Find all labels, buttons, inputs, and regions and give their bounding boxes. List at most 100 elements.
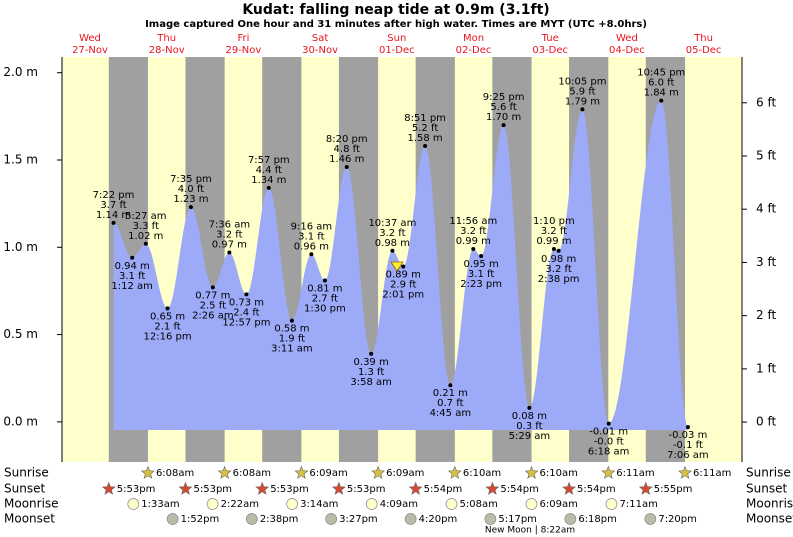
sun-icon [638, 481, 653, 495]
row-label: Moonset [746, 512, 793, 526]
tide-label: 7:22 pm [93, 190, 135, 201]
tide-point [401, 264, 406, 269]
y2-tick-label: 1 ft [756, 361, 776, 375]
tide-label: 2.9 ft [390, 279, 416, 290]
tide-point [266, 185, 271, 190]
moonset-time: 4:20pm [419, 514, 458, 525]
tide-label: 0.98 m [375, 238, 410, 249]
day-name: Sat [312, 33, 328, 44]
day-name: Thu [156, 33, 176, 44]
tide-label: 12:16 pm [144, 331, 192, 342]
tide-point [322, 278, 327, 283]
tide-point [556, 248, 561, 253]
tide-label: 0.21 m [433, 388, 468, 399]
plot-foreground: Wed27-NovThu28-NovFri29-NovSat30-NovSun0… [3, 33, 793, 526]
tide-point [289, 318, 294, 323]
tide-label: 3.2 ft [460, 226, 486, 237]
y2-tick-label: 5 ft [756, 148, 776, 162]
tide-label: 4.4 ft [256, 165, 282, 176]
tide-label: 0.89 m [386, 269, 421, 280]
sun-icon [101, 481, 116, 495]
tide-label: 5.9 ft [569, 86, 595, 97]
tide-label: 0.99 m [536, 236, 571, 247]
sun-icon [140, 465, 155, 479]
tide-label: 3:58 am [350, 377, 392, 388]
sun-icon [294, 465, 309, 479]
chart-subtitle: Image captured One hour and 31 minutes a… [145, 19, 647, 30]
tide-label: 4:45 am [430, 408, 472, 419]
tide-point [390, 248, 395, 253]
tide-label: 1.34 m [251, 175, 286, 186]
sunrise-time: 6:10am [540, 468, 578, 479]
sunset-time: 5:55pm [654, 484, 693, 495]
moon-icon [325, 513, 337, 525]
tide-point [501, 123, 506, 128]
tide-label: 3.3 ft [133, 221, 159, 232]
moon-icon [445, 498, 458, 510]
y-tick-label: 0.5 m [3, 327, 38, 341]
y-tick-label: 1.0 m [3, 240, 38, 254]
moon-icon [564, 513, 577, 525]
moon-icon [484, 513, 497, 525]
sun-icon [601, 465, 616, 479]
tide-point [659, 98, 664, 103]
tide-label: 5.6 ft [490, 102, 516, 113]
day-date: 30-Nov [302, 45, 338, 56]
tide-label: 1.79 m [565, 96, 600, 107]
tide-label: 1.46 m [329, 154, 364, 165]
tide-point [309, 252, 314, 257]
sun-icon [524, 465, 539, 479]
day-date: 04-Dec [609, 45, 645, 56]
tide-label: 1.9 ft [279, 334, 305, 345]
tide-point [188, 205, 193, 210]
tide-label: 3.2 ft [216, 230, 242, 241]
sunset-time: 5:54pm [500, 484, 539, 495]
moon-icon [206, 498, 219, 510]
tide-label: 10:37 am [368, 218, 416, 229]
y-tick-label: 2.0 m [3, 65, 38, 79]
tide-label: 0.65 m [150, 311, 185, 322]
tide-label: 3.1 ft [298, 231, 324, 242]
tide-label: 10:05 pm [558, 76, 606, 87]
tide-label: 0.3 ft [516, 421, 542, 432]
tide-point [448, 383, 453, 388]
sunrise-time: 6:11am [693, 468, 731, 479]
sun-icon [447, 465, 462, 479]
tide-label: 5.2 ft [412, 123, 438, 134]
tide-point [210, 285, 215, 290]
tide-label: 1:30 pm [304, 303, 346, 314]
tide-label: 1.58 m [407, 133, 442, 144]
tide-point [606, 421, 611, 426]
tide-point [471, 247, 476, 252]
tide-point [479, 254, 484, 259]
tide-point [685, 425, 690, 430]
tide-point [111, 220, 116, 225]
tide-label: 1:10 pm [533, 216, 575, 227]
tide-point [244, 292, 249, 297]
tide-label: 6:18 am [588, 447, 630, 458]
tide-point [423, 144, 428, 149]
tide-label: 10:45 pm [637, 68, 685, 79]
tide-label: 7:57 pm [248, 155, 290, 166]
row-label: Sunset [4, 482, 45, 496]
tide-label: -0.01 m [589, 427, 628, 438]
tide-label: 8:20 pm [326, 134, 368, 145]
sunset-time: 5:54pm [577, 484, 616, 495]
tide-label: 7:35 pm [170, 174, 212, 185]
sunrise-time: 6:09am [386, 468, 424, 479]
tide-label: -0.0 ft [594, 437, 624, 448]
tide-label: 3.7 ft [100, 200, 126, 211]
moon-icon [644, 513, 657, 525]
tide-label: 2.7 ft [312, 293, 338, 304]
moon-icon [286, 498, 298, 510]
tide-label: 3.2 ft [545, 264, 571, 275]
tide-label: 3.1 ft [468, 269, 494, 280]
moonrise-time: 5:08am [460, 499, 498, 510]
moonset-time: 3:27pm [339, 514, 378, 525]
day-date: 05-Dec [686, 45, 722, 56]
day-name: Wed [616, 33, 638, 44]
y2-tick-label: 6 ft [756, 95, 776, 109]
sun-icon [178, 481, 193, 495]
tide-label: 7:36 am [209, 220, 251, 231]
row-label: Sunrise [746, 466, 791, 480]
